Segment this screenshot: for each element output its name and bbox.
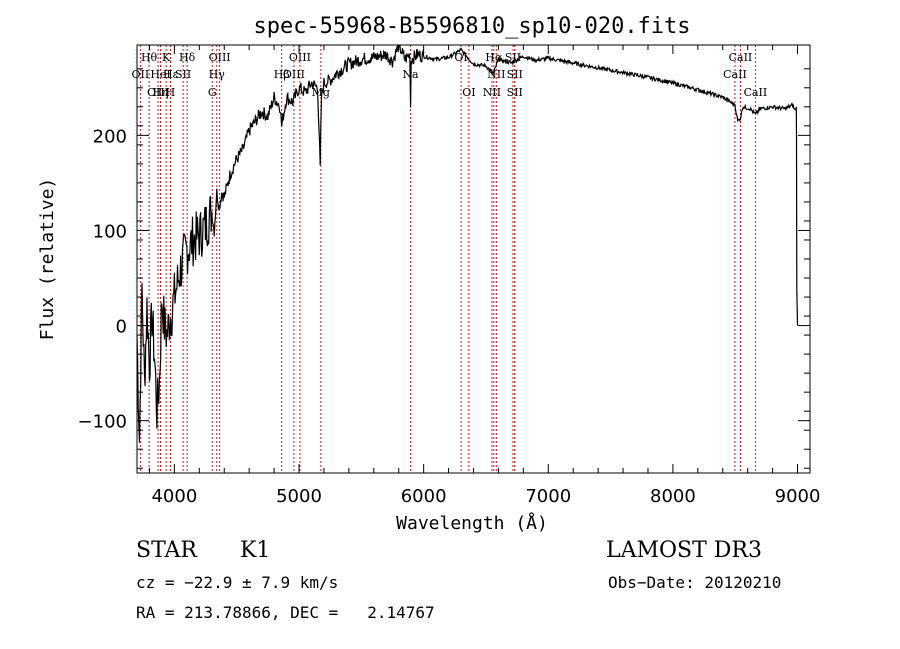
line-marker-label: OI xyxy=(454,51,467,64)
line-marker-label: CaII xyxy=(729,51,753,64)
line-marker-label: Hε xyxy=(163,68,179,81)
line-marker-label: SII xyxy=(507,68,523,81)
observation-date: Obs−Date: 20120210 xyxy=(608,573,782,592)
survey-name: LAMOST DR3 xyxy=(606,538,762,563)
line-marker-label: NII xyxy=(483,86,501,99)
object-class: STAR xyxy=(136,538,197,563)
object-subclass: K1 xyxy=(240,538,271,563)
emission-line-markers xyxy=(139,45,756,473)
x-tick-label: 5000 xyxy=(276,486,322,507)
line-marker-label: SII xyxy=(507,86,523,99)
line-marker-label: OII xyxy=(132,68,150,81)
plot-frame xyxy=(136,44,811,474)
line-marker-label: Hγ xyxy=(209,68,226,81)
line-marker-label: Hη xyxy=(152,86,168,99)
line-marker-label: K xyxy=(162,51,171,64)
spectrum-line xyxy=(136,43,799,443)
y-axis-label: Flux (relative) xyxy=(37,178,58,341)
x-tick-label: 8000 xyxy=(650,486,696,507)
x-axis-label: Wavelength (Å) xyxy=(396,512,548,534)
y-tick-label: 0 xyxy=(116,317,127,338)
y-tick-label: 100 xyxy=(93,221,127,242)
y-axis: −100 0 100 200 xyxy=(78,68,810,469)
line-marker-label: H xyxy=(166,86,176,99)
line-marker-label: Hα xyxy=(485,51,503,64)
line-marker-label: OIII xyxy=(147,86,169,99)
line-marker-label: OIII xyxy=(209,51,231,64)
line-marker-label: SII xyxy=(175,68,191,81)
line-marker-label: OIII xyxy=(283,68,305,81)
y-tick-label: −100 xyxy=(78,412,127,433)
redshift-velocity: cz = −22.9 ± 7.9 km/s xyxy=(136,573,339,592)
line-marker-label: CaII xyxy=(744,86,768,99)
line-marker-label: G xyxy=(208,86,217,99)
coordinates: RA = 213.78866, DEC = 2.14767 xyxy=(136,603,435,622)
line-marker-label: Mg xyxy=(312,86,330,99)
line-marker-label: OI xyxy=(462,86,475,99)
line-marker-label: Hδ xyxy=(179,51,196,64)
x-tick-label: 7000 xyxy=(525,486,571,507)
line-marker-label: Hβ xyxy=(274,68,290,81)
x-tick-label: 6000 xyxy=(401,486,447,507)
emission-line-labels: HθOIIOIIIKHεHHδSIIHηHeIOIIIHγGOIIIOIIIHβ… xyxy=(132,51,768,99)
x-axis: 4000 5000 6000 7000 8000 9000 xyxy=(148,45,821,507)
line-marker-label: Hθ xyxy=(141,51,158,64)
line-marker-label: CaII xyxy=(723,68,747,81)
x-tick-label: 4000 xyxy=(151,486,197,507)
chart-title: spec-55968-B5596810_sp10-020.fits xyxy=(253,14,690,39)
line-marker-label: OIII xyxy=(289,51,311,64)
line-marker-label: HeI xyxy=(150,68,170,81)
x-tick-label: 9000 xyxy=(775,486,821,507)
y-tick-label: 200 xyxy=(93,126,127,147)
